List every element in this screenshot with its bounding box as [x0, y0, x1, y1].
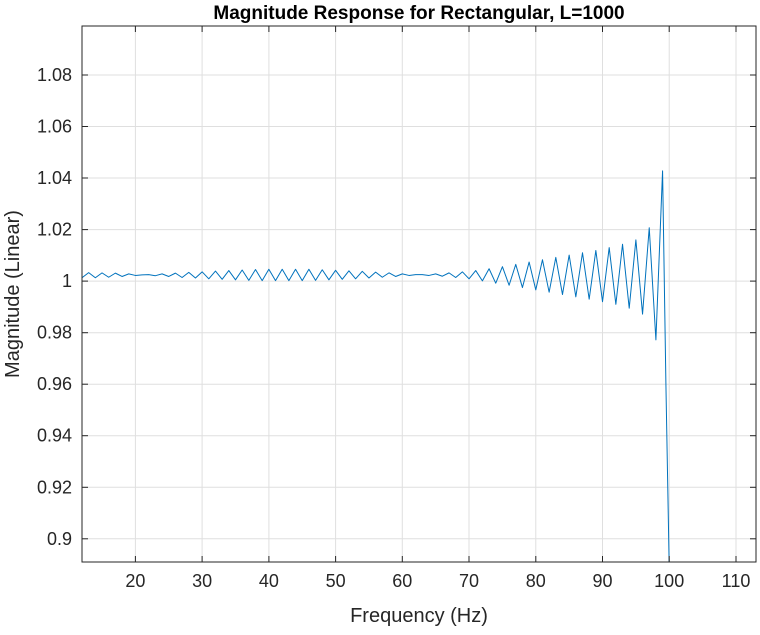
x-tick-label-4: 60 [392, 571, 412, 591]
y-axis-label: Magnitude (Linear) [2, 210, 24, 378]
x-tick-label-6: 80 [526, 571, 546, 591]
x-tick-label-1: 30 [192, 571, 212, 591]
y-tick-label-1: 0.92 [37, 477, 72, 497]
plot-frame [81, 25, 757, 563]
x-tick-label-2: 40 [259, 571, 279, 591]
y-tick-label-3: 0.96 [37, 374, 72, 394]
x-tick-label-5: 70 [459, 571, 479, 591]
y-tick-label-6: 1.02 [37, 220, 72, 240]
y-tick-label-5: 1 [62, 271, 72, 291]
x-tick-label-0: 20 [125, 571, 145, 591]
tick-marks [82, 26, 756, 562]
series-layer [82, 170, 670, 562]
grid-lines [82, 26, 756, 562]
y-tick-labels: 0.9 0.92 0.94 0.96 0.98 1 1.02 1.04 1.06 1.08 [37, 65, 72, 549]
y-tick-label-2: 0.94 [37, 426, 72, 446]
x-tick-labels: 20 30 40 50 60 70 80 90 100 110 [125, 571, 750, 591]
x-tick-label-9: 110 [722, 571, 751, 591]
x-tick-label-7: 90 [592, 571, 612, 591]
y-tick-label-7: 1.04 [37, 168, 72, 188]
y-tick-label-4: 0.98 [37, 323, 72, 343]
y-tick-label-0: 0.9 [47, 529, 72, 549]
y-tick-label-8: 1.06 [37, 117, 72, 137]
x-tick-label-3: 50 [326, 571, 346, 591]
series-line-0 [82, 170, 670, 562]
chart-title: Magnitude Response for Rectangular, L=10… [213, 3, 624, 24]
x-tick-label-8: 100 [654, 571, 684, 591]
y-tick-label-9: 1.08 [37, 65, 72, 85]
x-axis-label: Frequency (Hz) [350, 605, 488, 627]
plot-area [82, 26, 756, 562]
